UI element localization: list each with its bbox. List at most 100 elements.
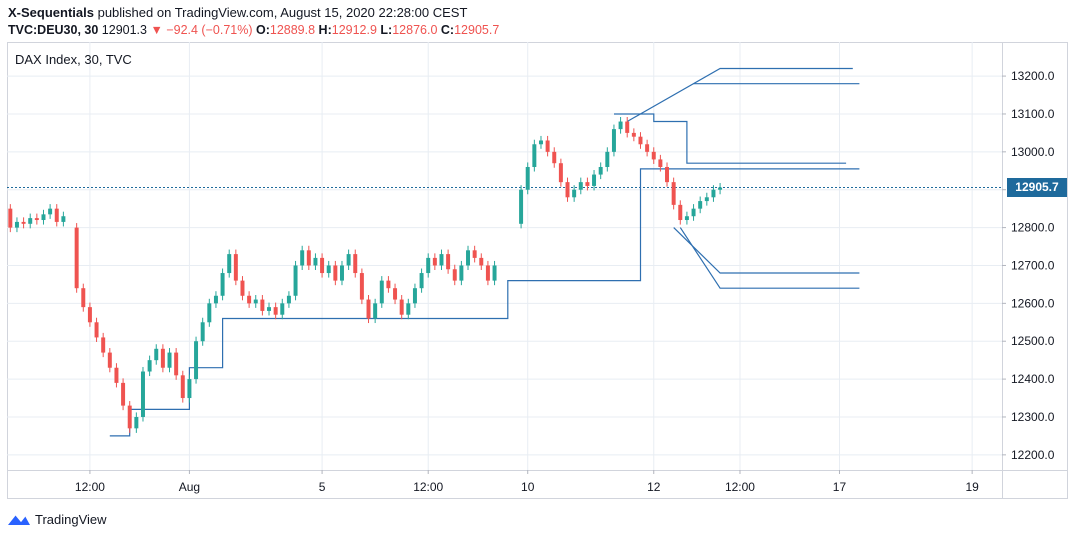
candle-body [631, 132, 636, 137]
x-tick-label: Aug [179, 480, 200, 494]
publish-info: X-Sequentials published on TradingView.c… [8, 3, 1068, 22]
candle-body [87, 307, 92, 323]
candle-body [147, 360, 152, 372]
candle-body [359, 273, 364, 300]
x-tick-label: 12:00 [413, 480, 443, 494]
candle-body [472, 250, 477, 258]
candle-body [34, 218, 39, 221]
candle-body [684, 216, 689, 221]
candle-body [611, 129, 616, 152]
candle-body [545, 140, 550, 152]
y-tick-label: 12300.0 [1011, 410, 1055, 424]
indicator-lines [7, 67, 1002, 437]
candle-body [253, 299, 258, 304]
y-tick-label: 12200.0 [1011, 448, 1055, 462]
candle-body [227, 254, 232, 274]
candle-body [54, 208, 59, 222]
upper-target-line [626, 67, 853, 123]
candle-body [665, 166, 670, 183]
lower-target-line [679, 227, 860, 289]
candle-body [180, 375, 185, 399]
candle-body [213, 295, 218, 304]
price-chart[interactable]: 13200.013100.013000.012900.012800.012700… [7, 42, 1068, 499]
candle-body [326, 265, 331, 274]
candle-body [74, 227, 79, 289]
candle-body [41, 214, 46, 221]
candle-body [379, 280, 384, 304]
candle-body [565, 182, 570, 198]
y-tick-label: 12700.0 [1011, 258, 1055, 272]
candle-body [532, 144, 537, 167]
candle-body [101, 337, 106, 353]
y-tick-label: 12800.0 [1011, 221, 1055, 235]
lower-target-line [673, 227, 860, 274]
candle-body [625, 121, 630, 133]
published-text: published on TradingView.com, August 15,… [97, 5, 468, 20]
x-tick-label: 17 [833, 480, 847, 494]
candle-body [432, 257, 437, 266]
candle-body [260, 299, 265, 311]
candle-body [426, 257, 431, 274]
candle-body [466, 250, 471, 266]
candle-body [286, 295, 291, 304]
candle-body [558, 163, 563, 183]
y-tick-label: 13000.0 [1011, 145, 1055, 159]
candle-body [552, 151, 557, 164]
candle-body [280, 303, 285, 315]
candle-body [220, 273, 225, 296]
candle-body [134, 416, 139, 429]
candle-body [406, 303, 411, 315]
candle-body [492, 265, 497, 281]
x-tick-label: 10 [521, 480, 535, 494]
candle-body [339, 265, 344, 281]
close-label: C: [440, 23, 455, 37]
y-tick-label: 13100.0 [1011, 107, 1055, 121]
candle-body [578, 182, 583, 190]
change-value: −92.4 (−0.71%) [166, 23, 253, 37]
candle-body [419, 273, 424, 289]
candle-body [293, 265, 298, 296]
candle-body [240, 280, 245, 296]
candle-body [320, 257, 325, 274]
author-name[interactable]: X-Sequentials [8, 5, 94, 20]
x-tick-label: 12 [647, 480, 661, 494]
candle-body [399, 299, 404, 315]
high-label: H: [318, 23, 332, 37]
candle-body [393, 288, 398, 300]
candle-body [704, 197, 709, 202]
candle-body [651, 151, 656, 160]
candle-body [194, 341, 199, 380]
candle-body [267, 307, 272, 311]
candle-body [114, 367, 119, 383]
candle-body [247, 295, 252, 304]
candle-body [174, 352, 179, 376]
open-value: 12889.8 [269, 23, 316, 37]
candle-body [187, 379, 192, 399]
candle-body [698, 201, 703, 209]
x-tick-label: 5 [319, 480, 326, 494]
tradingview-logo-icon [8, 514, 30, 525]
candle-body [81, 288, 86, 308]
candle-body [140, 371, 145, 417]
grid [7, 42, 1068, 499]
candle-body [658, 159, 663, 167]
x-tick-label: 12:00 [75, 480, 105, 494]
candle-body [452, 269, 457, 281]
candle-body [273, 307, 278, 315]
candle-body [412, 288, 417, 304]
candle-body [167, 352, 172, 368]
candle-body [366, 299, 371, 319]
candle-body [61, 216, 66, 222]
candle-body [638, 136, 643, 145]
close-value: 12905.7 [454, 23, 500, 37]
chart-legend: DAX Index, 30, TVC [15, 52, 132, 67]
candle-body [618, 121, 623, 130]
candle-body [538, 140, 543, 145]
candle-body [28, 218, 33, 224]
candle-body [439, 254, 444, 266]
last-price-tag: 12905.7 [1007, 178, 1067, 197]
x-tick-label: 19 [965, 480, 979, 494]
ohlc-line: TVC:DEU30, 30 12901.3 ▼ −92.4 (−0.71%) O… [8, 22, 1068, 39]
chart-border [7, 42, 1068, 499]
candle-body [386, 280, 391, 289]
